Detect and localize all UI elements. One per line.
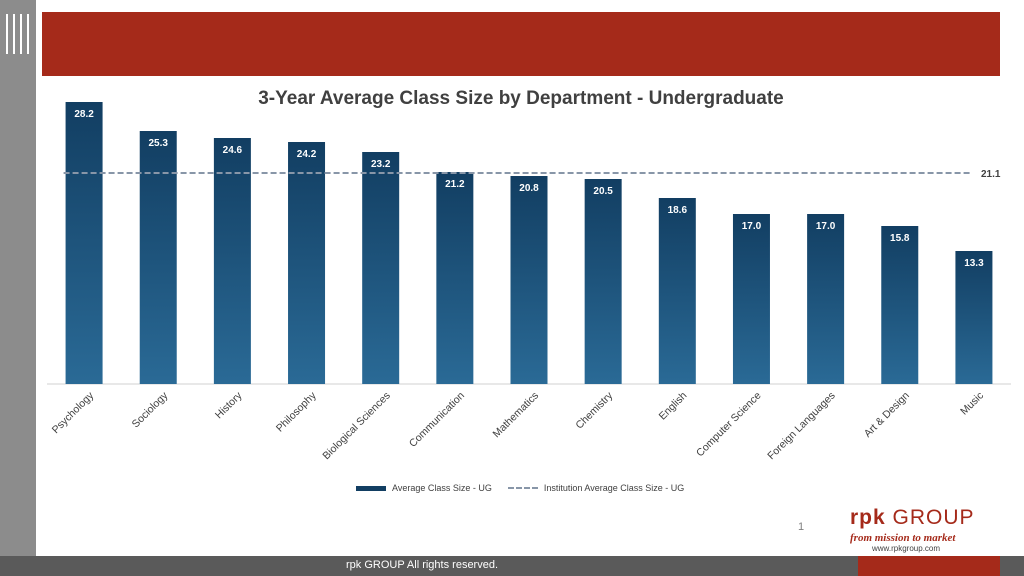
bar-value-label: 24.6 xyxy=(223,145,243,156)
legend-swatch-bar xyxy=(356,485,386,491)
legend-label-average: Average Class Size - UG xyxy=(392,483,492,493)
bar-philosophy xyxy=(288,142,326,384)
category-tick-label: Communication xyxy=(407,390,467,450)
bar-english xyxy=(658,198,696,384)
bar-art-design xyxy=(881,226,919,384)
logo-tagline: from mission to market xyxy=(850,532,956,544)
category-tick-label: History xyxy=(213,389,245,421)
bar-biological-sciences xyxy=(362,152,400,384)
bar-foreign-languages xyxy=(807,214,845,384)
bar-sociology xyxy=(139,131,177,384)
header-banner xyxy=(42,12,1000,76)
category-tick-label: Computer Science xyxy=(694,390,764,460)
footer-bar: rpk GROUP All rights reserved. xyxy=(0,556,1024,576)
footer-copyright: rpk GROUP All rights reserved. xyxy=(346,559,499,571)
bar-mathematics xyxy=(510,176,548,384)
category-tick-label: Sociology xyxy=(130,389,171,430)
bar-value-label: 25.3 xyxy=(148,138,168,149)
logo-url: www.rpkgroup.com xyxy=(872,544,941,553)
bar-value-label: 18.6 xyxy=(668,205,688,216)
bar-history xyxy=(213,138,251,384)
chart-title: 3-Year Average Class Size by Department … xyxy=(258,88,784,109)
bar-value-label: 15.8 xyxy=(890,233,910,244)
category-tick-label: Philosophy xyxy=(274,389,319,434)
category-tick-label: Mathematics xyxy=(491,390,542,441)
category-tick-label: Music xyxy=(958,390,986,418)
bar-communication xyxy=(436,172,474,384)
legend-swatch-dashed-line xyxy=(507,487,538,489)
category-tick-label: Art & Design xyxy=(862,390,912,440)
bar-value-label: 21.2 xyxy=(445,179,465,190)
logo-name: rpk GROUP xyxy=(850,506,975,529)
category-tick-label: English xyxy=(657,390,690,423)
bar-value-label: 23.2 xyxy=(371,159,391,170)
footer-accent xyxy=(858,556,1000,576)
bar-chemistry xyxy=(584,179,622,384)
bar-value-label: 17.0 xyxy=(816,221,836,232)
bar-value-label: 24.2 xyxy=(297,149,317,160)
category-tick-label: Chemistry xyxy=(573,389,615,431)
rpk-group-logo: rpk GROUP from mission to market www.rpk… xyxy=(850,506,1000,553)
vertical-lines-decoration xyxy=(6,14,30,54)
bar-value-label: 20.5 xyxy=(593,186,613,197)
category-tick-label: Foreign Languages xyxy=(765,390,837,462)
legend-item-average: Average Class Size - UG xyxy=(356,483,492,493)
legend-item-institution: Institution Average Class Size - UG xyxy=(507,483,685,493)
bar-value-label: 17.0 xyxy=(742,221,762,232)
category-tick-label: Psychology xyxy=(50,389,97,436)
bar-value-label: 28.2 xyxy=(74,109,94,120)
bar-value-label: 13.3 xyxy=(964,258,984,269)
bar-music xyxy=(955,251,993,384)
legend-label-institution: Institution Average Class Size - UG xyxy=(543,483,685,493)
bar-psychology xyxy=(65,102,103,384)
bar-value-label: 20.8 xyxy=(519,183,539,194)
chart-legend: Average Class Size - UG Institution Aver… xyxy=(356,483,684,493)
institution-average-label: 21.1 xyxy=(981,169,1001,180)
left-decorative-strip xyxy=(0,0,36,576)
bar-computer-science xyxy=(732,214,770,384)
category-tick-label: Biological Sciences xyxy=(320,390,392,462)
page-number: 1 xyxy=(798,521,805,533)
